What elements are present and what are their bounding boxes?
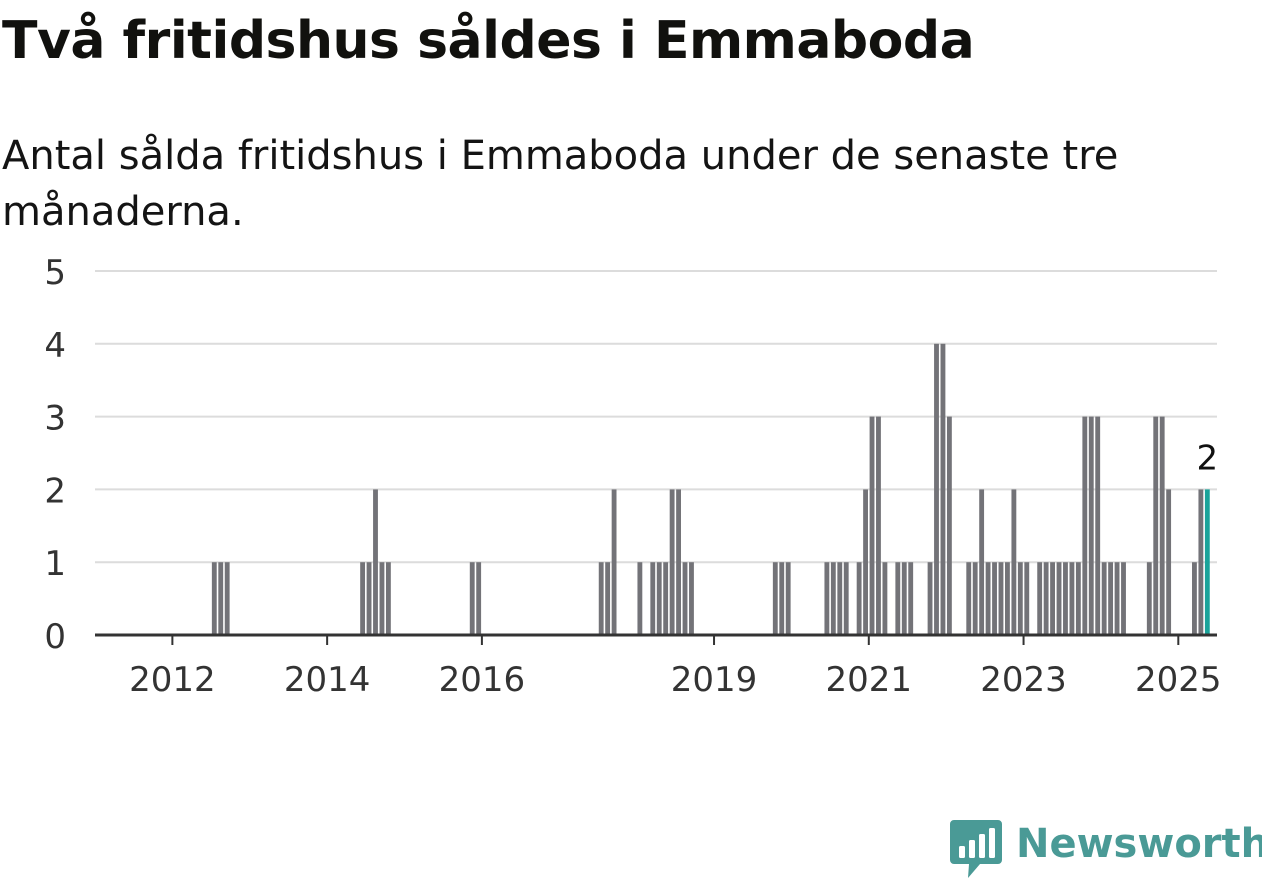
bar <box>360 562 366 635</box>
bar <box>895 562 901 635</box>
highlight-value-label: 2 <box>1197 438 1219 478</box>
brand-name: Newsworthy <box>1016 821 1262 867</box>
bar <box>1088 416 1094 635</box>
y-tick-label: 2 <box>44 471 66 511</box>
labels: 0 1 2 3 4 5 2 2012 2014 2016 2019 2021 2023 2025 <box>44 253 1221 700</box>
bar <box>772 562 778 635</box>
bar-chart: 0 1 2 3 4 5 2 2012 2014 2016 2019 2021 2023 2025 <box>44 253 1221 700</box>
bar <box>1037 562 1043 635</box>
bar <box>1095 416 1101 635</box>
x-tick-label: 2012 <box>129 660 216 700</box>
bar <box>1166 489 1172 635</box>
bar <box>901 562 907 635</box>
bar <box>218 562 224 635</box>
y-tick-label: 0 <box>44 617 66 657</box>
bar <box>946 416 952 635</box>
bar <box>676 489 681 635</box>
bar <box>863 489 868 635</box>
bar <box>934 343 939 635</box>
bar <box>1063 562 1068 635</box>
bar <box>689 562 694 635</box>
bar <box>837 562 843 635</box>
bar <box>1101 562 1107 635</box>
bar <box>979 489 985 635</box>
bar <box>1114 562 1120 635</box>
bar <box>1017 562 1023 635</box>
bar <box>1198 489 1204 635</box>
bar <box>637 562 643 635</box>
bar <box>992 562 997 635</box>
bar <box>876 416 881 635</box>
x-tick-label: 2019 <box>671 660 758 700</box>
bar <box>966 562 972 635</box>
chart-title: Två fritidshus såldes i Emmaboda <box>2 11 975 71</box>
bar <box>998 562 1004 635</box>
bar <box>869 416 875 635</box>
bar <box>830 562 836 635</box>
bar <box>1082 416 1088 635</box>
bar <box>1075 562 1081 635</box>
bar <box>605 562 611 635</box>
bar <box>1159 416 1165 635</box>
gridlines <box>95 270 1217 564</box>
bar <box>656 562 662 635</box>
bar <box>469 562 475 635</box>
bar <box>385 562 391 635</box>
bar <box>1050 562 1055 635</box>
bar <box>1192 562 1197 635</box>
y-tick-label: 4 <box>44 326 66 366</box>
bar <box>985 562 991 635</box>
bar <box>650 562 656 635</box>
x-tick-label: 2016 <box>439 660 526 700</box>
bar <box>856 562 862 635</box>
newsworthy-logo: Newsworthy <box>950 818 1262 880</box>
bar <box>908 562 914 635</box>
bar <box>598 562 604 635</box>
bar <box>476 562 482 635</box>
chart-subtitle: Antal sålda fritidshus i Emmaboda under … <box>2 133 1119 235</box>
bar <box>940 343 946 635</box>
bar <box>1005 562 1010 635</box>
axes <box>95 633 1217 645</box>
bar <box>1043 562 1049 635</box>
bar <box>366 562 372 635</box>
bar <box>1024 562 1030 635</box>
bar <box>927 562 933 635</box>
x-tick-label: 2014 <box>284 660 371 700</box>
bar <box>972 562 978 635</box>
bar <box>211 562 217 635</box>
y-tick-label: 3 <box>44 399 66 439</box>
bar <box>785 562 791 635</box>
y-tick-label: 1 <box>44 544 66 584</box>
bar <box>1153 416 1159 635</box>
bar <box>373 489 378 635</box>
bar <box>611 489 617 635</box>
bar <box>1056 562 1062 635</box>
bar <box>224 562 230 635</box>
bar <box>843 562 849 635</box>
bar <box>824 562 830 635</box>
bar <box>682 562 688 635</box>
bar <box>1146 562 1152 635</box>
x-tick-label: 2025 <box>1135 660 1222 700</box>
bar <box>663 562 669 635</box>
bar <box>379 562 385 635</box>
bar <box>1108 562 1114 635</box>
bar <box>1069 562 1075 635</box>
bar-highlight <box>1204 489 1210 635</box>
x-tick-label: 2023 <box>980 660 1067 700</box>
bar <box>882 562 888 635</box>
bar <box>1121 562 1126 635</box>
bar-chart-speech-bubble-icon <box>950 820 1002 878</box>
bar <box>669 489 675 635</box>
y-tick-label: 5 <box>44 253 66 293</box>
bar <box>779 562 785 635</box>
bars <box>211 343 1210 635</box>
bar <box>1011 489 1017 635</box>
x-tick-label: 2021 <box>826 660 913 700</box>
